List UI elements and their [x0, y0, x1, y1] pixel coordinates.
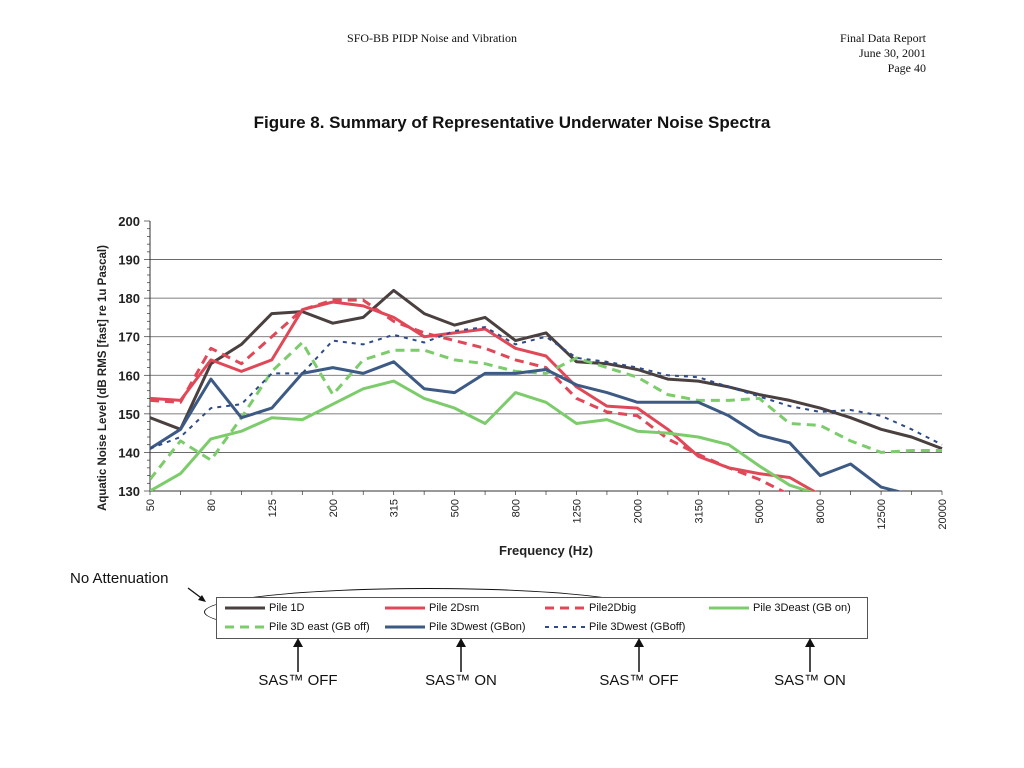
y-tick-label: 130 — [118, 484, 140, 499]
x-tick-label: 500 — [450, 499, 462, 517]
sas-label: SAS™ ON — [774, 672, 846, 689]
document-title: SFO-BB PIDP Noise and Vibration — [347, 31, 517, 45]
y-tick-label: 200 — [118, 214, 140, 229]
x-tick-label: 125 — [267, 499, 279, 517]
legend-swatch — [709, 606, 749, 610]
legend-item: Pile 2Dsm — [383, 599, 479, 617]
sas-label: SAS™ OFF — [599, 672, 679, 689]
legend-item: Pile 3Deast (GB on) — [707, 599, 851, 617]
legend-item: Pile 3Dwest (GBon) — [383, 618, 526, 636]
legend-label: Pile 3Dwest (GBoff) — [589, 621, 686, 633]
sas-arrow — [293, 638, 303, 672]
legend-swatch — [225, 606, 265, 610]
report-date: June 30, 2001 — [859, 46, 926, 60]
y-tick-label: 190 — [118, 253, 140, 268]
y-axis-title: Aquatic Noise Level (dB RMS [fast] re 1u… — [97, 245, 109, 511]
page-number: Page 40 — [887, 61, 926, 75]
series-line-6 — [150, 360, 903, 491]
legend-item: Pile 3D east (GB off) — [223, 618, 370, 636]
series-line-5 — [150, 341, 942, 481]
sas-arrow — [456, 638, 466, 672]
legend-swatch — [385, 625, 425, 629]
x-tick-label: 80 — [206, 499, 218, 511]
x-tick-label: 1250 — [571, 499, 583, 523]
legend-item: Pile2Dbig — [543, 599, 636, 617]
series-line-2 — [150, 300, 817, 491]
legend-swatch — [225, 625, 265, 629]
x-tick-label: 200 — [328, 499, 340, 517]
figure-title: Figure 8. Summary of Representative Unde… — [253, 113, 771, 132]
report-name: Final Data Report — [840, 31, 926, 45]
y-tick-label: 150 — [118, 407, 140, 422]
no-attenuation-label: No Attenuation — [70, 570, 169, 587]
legend-swatch — [545, 626, 585, 628]
sas-arrow — [805, 638, 815, 672]
sas-label: SAS™ ON — [425, 672, 497, 689]
legend-label: Pile 3D east (GB off) — [269, 621, 370, 633]
y-tick-label: 160 — [118, 368, 140, 383]
sas-label: SAS™ OFF — [258, 672, 338, 689]
legend-label: Pile 3Dwest (GBon) — [429, 621, 526, 633]
sas-arrow — [634, 638, 644, 672]
legend-swatch — [385, 606, 425, 610]
x-tick-label: 50 — [145, 499, 157, 511]
series-line-3 — [150, 298, 786, 491]
x-axis-title: Frequency (Hz) — [499, 543, 593, 558]
x-tick-label: 20000 — [937, 499, 949, 530]
x-tick-label: 315 — [389, 499, 401, 517]
legend-item: Pile 3Dwest (GBoff) — [543, 618, 685, 636]
legend-item: Pile 1D — [223, 599, 304, 617]
chart-legend: Pile 1D Pile 2Dsm Pile2Dbig Pile 3Deast (GB… — [216, 597, 868, 639]
x-tick-label: 5000 — [754, 499, 766, 523]
x-tick-label: 12500 — [876, 499, 888, 530]
series-line-4 — [150, 379, 813, 491]
no-attenuation-arrow — [187, 587, 206, 602]
y-tick-label: 140 — [118, 445, 140, 460]
legend-label: Pile 3Deast (GB on) — [753, 602, 851, 614]
x-tick-label: 8000 — [815, 499, 827, 523]
legend-swatch — [545, 606, 585, 610]
x-tick-label: 3150 — [693, 499, 705, 523]
x-tick-label: 800 — [511, 499, 523, 517]
y-tick-label: 180 — [118, 291, 140, 306]
report-info: Final Data Report June 30, 2001 Page 40 — [840, 31, 926, 76]
legend-label: Pile2Dbig — [589, 602, 637, 614]
legend-label: Pile 1D — [269, 602, 305, 614]
series-line-1 — [150, 288, 943, 451]
series-line-7 — [150, 326, 943, 450]
x-tick-label: 2000 — [632, 499, 644, 523]
y-tick-label: 170 — [118, 330, 140, 345]
legend-label: Pile 2Dsm — [429, 602, 480, 614]
